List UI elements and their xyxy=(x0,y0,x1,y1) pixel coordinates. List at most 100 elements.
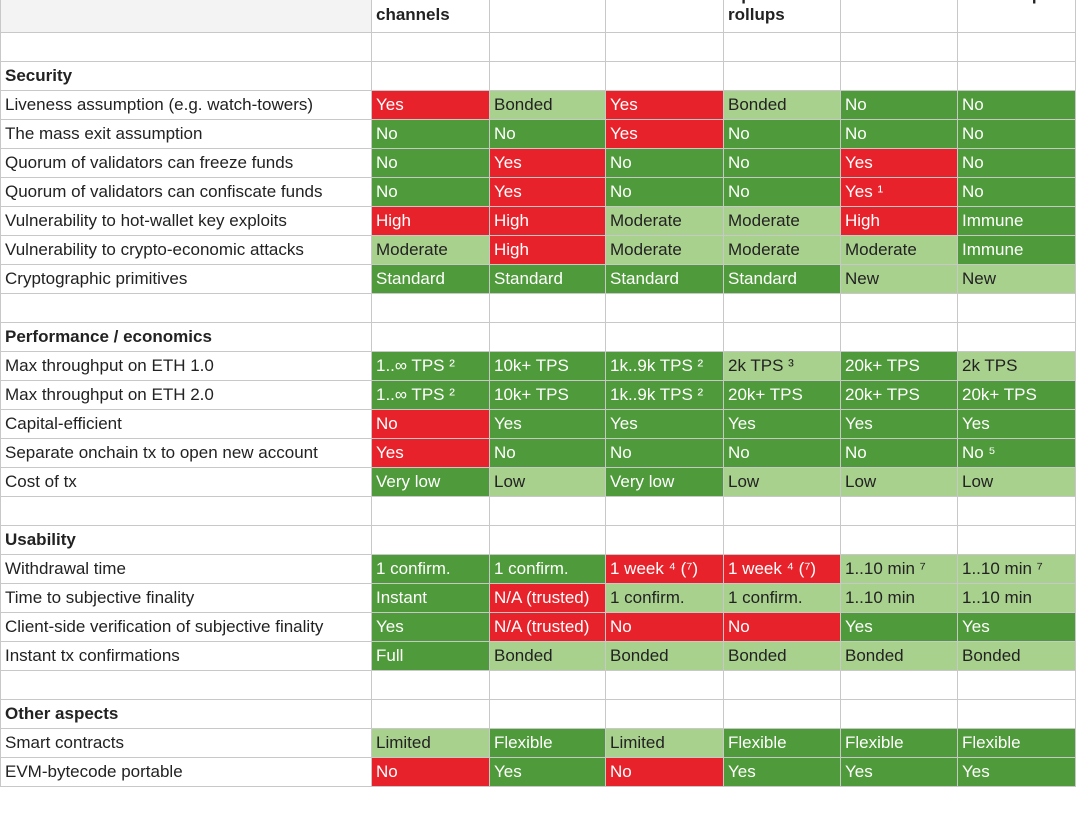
table-row: Smart contracts Limited Flexible Limited Fle… xyxy=(0,728,1076,758)
value-cell: High xyxy=(840,206,958,236)
value-cell: New xyxy=(957,264,1076,294)
empty-cell xyxy=(957,61,1076,91)
empty-cell xyxy=(0,670,372,700)
value-cell: High xyxy=(489,206,606,236)
empty-cell xyxy=(605,61,724,91)
empty-cell xyxy=(957,699,1076,729)
column-header: Plasma xyxy=(605,0,724,33)
table-row: Quorum of validators can freeze funds No Y… xyxy=(0,148,1076,178)
row-label: Liveness assumption (e.g. watch-towers) xyxy=(0,90,372,120)
empty-cell xyxy=(723,699,841,729)
value-cell: 1 confirm. xyxy=(723,583,841,613)
value-cell: Yes xyxy=(957,757,1076,787)
value-cell: Moderate xyxy=(605,235,724,265)
table-row: Performance / economics xyxy=(0,322,1076,352)
empty-cell xyxy=(371,699,490,729)
value-cell: 20k+ TPS xyxy=(957,380,1076,410)
row-label: EVM-bytecode portable xyxy=(0,757,372,787)
empty-cell xyxy=(0,496,372,526)
row-label: Smart contracts xyxy=(0,728,372,758)
value-cell: No xyxy=(489,438,606,468)
value-cell: Bonded xyxy=(605,641,724,671)
table-row xyxy=(0,496,1076,526)
empty-cell xyxy=(723,293,841,323)
empty-cell xyxy=(840,699,958,729)
empty-cell xyxy=(840,293,958,323)
empty-cell xyxy=(840,496,958,526)
column-header: Optimistic rollups xyxy=(723,0,841,33)
empty-cell xyxy=(489,32,606,62)
row-label: Withdrawal time xyxy=(0,554,372,584)
value-cell: Flexible xyxy=(957,728,1076,758)
empty-cell xyxy=(489,61,606,91)
value-cell: 1..10 min ⁷ xyxy=(840,554,958,584)
value-cell: Moderate xyxy=(840,235,958,265)
row-label: Cost of tx xyxy=(0,467,372,497)
value-cell: 20k+ TPS xyxy=(723,380,841,410)
table-row: State channelsSidechainsPlasmaOptimistic… xyxy=(0,0,1076,33)
empty-cell xyxy=(0,293,372,323)
value-cell: 1 confirm. xyxy=(489,554,606,584)
value-cell: Standard xyxy=(371,264,490,294)
empty-cell xyxy=(957,525,1076,555)
value-cell: Moderate xyxy=(723,235,841,265)
empty-cell xyxy=(957,496,1076,526)
value-cell: Bonded xyxy=(489,641,606,671)
value-cell: No xyxy=(840,90,958,120)
empty-cell xyxy=(0,32,372,62)
value-cell: Flexible xyxy=(840,728,958,758)
empty-cell xyxy=(605,322,724,352)
value-cell: 1 confirm. xyxy=(605,583,724,613)
value-cell: Limited xyxy=(371,728,490,758)
value-cell: Yes xyxy=(371,612,490,642)
empty-cell xyxy=(605,496,724,526)
value-cell: No xyxy=(840,438,958,468)
empty-cell xyxy=(723,32,841,62)
value-cell: No xyxy=(605,438,724,468)
empty-cell xyxy=(0,0,372,33)
value-cell: No xyxy=(957,177,1076,207)
value-cell: Moderate xyxy=(723,206,841,236)
table-row: Usability xyxy=(0,525,1076,555)
table-row: Cost of tx Very low Low Very low Low Low Low xyxy=(0,467,1076,497)
empty-cell xyxy=(723,496,841,526)
section-title: Other aspects xyxy=(0,699,372,729)
value-cell: Bonded xyxy=(723,90,841,120)
value-cell: Yes xyxy=(723,409,841,439)
value-cell: No xyxy=(723,438,841,468)
value-cell: No xyxy=(957,119,1076,149)
value-cell: Standard xyxy=(489,264,606,294)
empty-cell xyxy=(489,525,606,555)
comparison-table: State channelsSidechainsPlasmaOptimistic… xyxy=(0,0,1076,787)
value-cell: Bonded xyxy=(957,641,1076,671)
table-row: Liveness assumption (e.g. watch-towers) Y… xyxy=(0,90,1076,120)
value-cell: No xyxy=(371,177,490,207)
value-cell: Moderate xyxy=(371,235,490,265)
empty-cell xyxy=(723,322,841,352)
value-cell: Yes xyxy=(840,757,958,787)
empty-cell xyxy=(840,32,958,62)
value-cell: Bonded xyxy=(489,90,606,120)
empty-cell xyxy=(840,322,958,352)
value-cell: No xyxy=(957,148,1076,178)
value-cell: No xyxy=(605,612,724,642)
value-cell: Yes xyxy=(371,90,490,120)
table-row: The mass exit assumption No No Yes No No No xyxy=(0,119,1076,149)
value-cell: 1..10 min xyxy=(840,583,958,613)
table-row: Separate onchain tx to open new account Y… xyxy=(0,438,1076,468)
table-row: Other aspects xyxy=(0,699,1076,729)
column-header: State channels xyxy=(371,0,490,33)
row-label: Vulnerability to hot-wallet key exploits xyxy=(0,206,372,236)
value-cell: Limited xyxy=(605,728,724,758)
empty-cell xyxy=(723,525,841,555)
row-label: Instant tx confirmations xyxy=(0,641,372,671)
value-cell: No xyxy=(371,409,490,439)
value-cell: Bonded xyxy=(840,641,958,671)
empty-cell xyxy=(489,699,606,729)
table-row: Max throughput on ETH 2.0 1..∞ TPS ² 10k+ … xyxy=(0,380,1076,410)
value-cell: No xyxy=(605,148,724,178)
value-cell: Yes xyxy=(605,119,724,149)
table-row: Vulnerability to crypto-economic attacks… xyxy=(0,235,1076,265)
table-row: Cryptographic primitives Standard Standard… xyxy=(0,264,1076,294)
